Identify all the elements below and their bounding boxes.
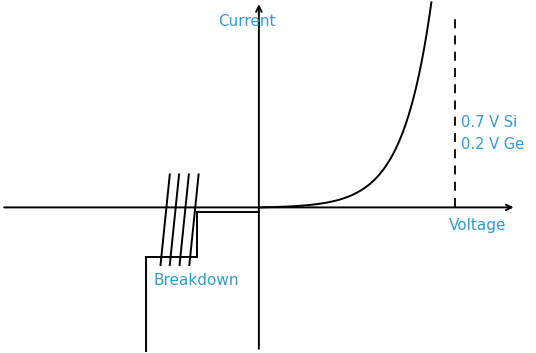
Text: Breakdown: Breakdown: [153, 273, 239, 288]
Text: Current: Current: [218, 14, 275, 29]
Text: Voltage: Voltage: [449, 218, 506, 233]
Text: 0.7 V Si
0.2 V Ge: 0.7 V Si 0.2 V Ge: [461, 115, 524, 152]
